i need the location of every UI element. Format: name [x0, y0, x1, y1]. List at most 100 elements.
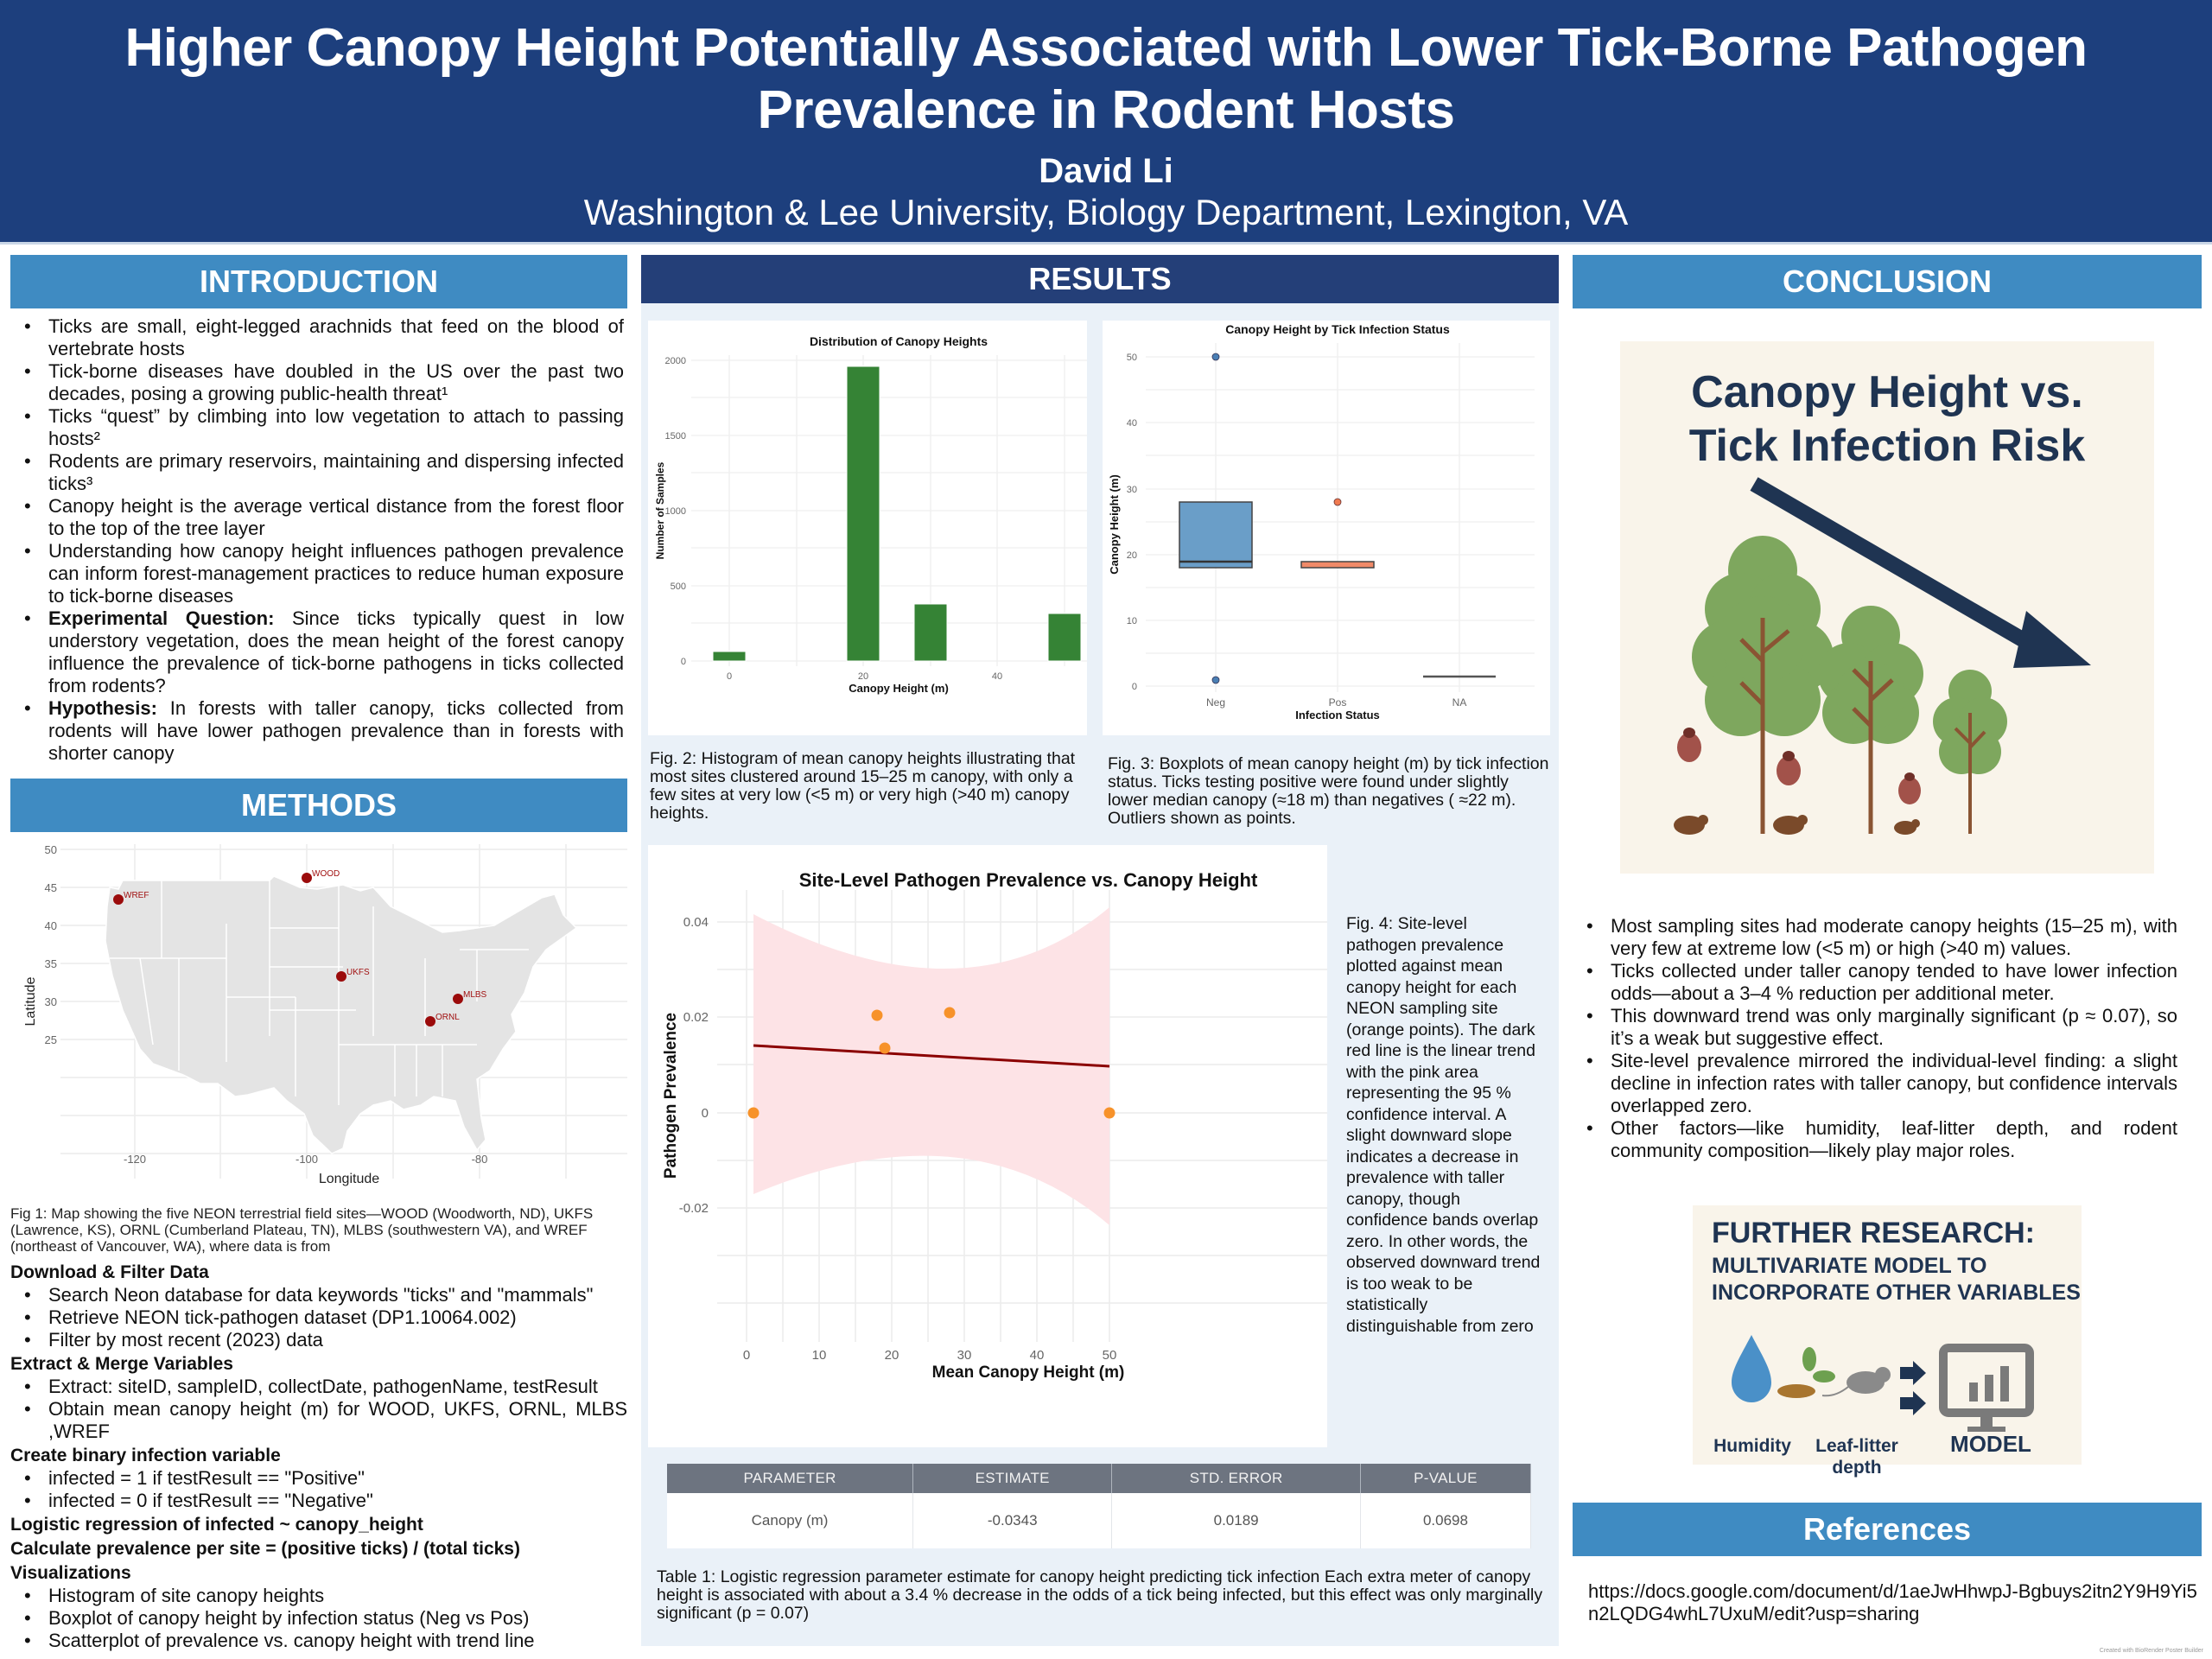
map-y-label: Latitude — [23, 976, 38, 1026]
downward-arrow-icon — [1750, 477, 2091, 668]
site-label-wood: WOOD — [312, 869, 340, 879]
site-label-mlbs: MLBS — [463, 990, 487, 1000]
svg-text:-120: -120 — [124, 1153, 146, 1166]
svg-text:-0.02: -0.02 — [679, 1201, 709, 1216]
svg-text:40: 40 — [992, 671, 1002, 682]
label-leaf-litter: Leaf-litter depth — [1815, 1436, 1898, 1478]
intro-item-hypothesis: Hypothesis: In forests with taller canop… — [10, 697, 624, 765]
svg-text:0: 0 — [681, 657, 686, 667]
svg-text:-100: -100 — [296, 1153, 318, 1166]
methods-heading: METHODS — [10, 779, 627, 832]
svg-text:500: 500 — [671, 582, 686, 592]
intro-item: Canopy height is the average vertical di… — [10, 495, 624, 540]
svg-text:40: 40 — [1127, 418, 1137, 429]
svg-text:0: 0 — [1132, 682, 1137, 692]
site-label-ornl: ORNL — [435, 1013, 460, 1022]
fig4-caption: Fig. 4: Site-level pathogen prevalence p… — [1346, 914, 1541, 1336]
svg-text:45: 45 — [45, 881, 57, 894]
map-x-label: Longitude — [319, 1172, 379, 1186]
scatter-chart: Site-Level Pathogen Prevalence vs. Canop… — [648, 845, 1327, 1447]
step-heading: Logistic regression of infected ~ canopy… — [10, 1515, 423, 1535]
mouse-icon — [1821, 1367, 1891, 1397]
introduction-heading: INTRODUCTION — [10, 255, 627, 308]
step-heading: Calculate prevalence per site = (positiv… — [10, 1539, 520, 1559]
site-map-figure: WREF WOOD UKFS MLBS ORNL 50 45 40 35 30 … — [10, 837, 627, 1200]
step-item: infected = 0 if testResult == "Negative" — [10, 1490, 627, 1512]
svg-text:Pos: Pos — [1329, 696, 1347, 709]
histogram-title: Distribution of Canopy Heights — [810, 334, 988, 348]
arrow-right-icons — [1900, 1361, 1926, 1415]
intro-item: Rodents are primary reservoirs, maintain… — [10, 450, 624, 495]
svg-text:40: 40 — [1030, 1348, 1045, 1363]
conclusion-item: This downward trend was only marginally … — [1573, 1005, 2177, 1050]
further-research-title: FURTHER RESEARCH: — [1712, 1217, 2035, 1249]
references-heading: References — [1573, 1503, 2202, 1556]
us-outline — [105, 875, 578, 1154]
fig1-caption: Fig 1: Map showing the five NEON terrest… — [10, 1205, 594, 1255]
intro-item: Understanding how canopy height influenc… — [10, 540, 624, 607]
step-item: Scatterplot of prevalence vs. canopy hei… — [10, 1630, 627, 1652]
svg-text:2000: 2000 — [665, 356, 686, 366]
svg-text:20: 20 — [1127, 550, 1137, 561]
boxplot-chart: Canopy Height by Tick Infection Status 5… — [1103, 321, 1550, 735]
rodent-icons — [1674, 815, 1920, 835]
step-item: Retrieve NEON tick-pathogen dataset (DP1… — [10, 1306, 627, 1329]
conclusion-item: Ticks collected under taller canopy tend… — [1573, 960, 2177, 1005]
svg-text:Canopy Height by Tick Infectio: Canopy Height by Tick Infection Status — [1225, 322, 1450, 336]
step-item: infected = 1 if testResult == "Positive" — [10, 1467, 627, 1490]
fig2-caption: Fig. 2: Histogram of mean canopy heights… — [650, 749, 1076, 823]
label-model: MODEL — [1950, 1431, 2031, 1457]
svg-text:25: 25 — [45, 1033, 57, 1046]
conclusion-heading: CONCLUSION — [1573, 255, 2202, 308]
reference-link[interactable]: https://docs.google.com/document/d/1aeJw… — [1588, 1580, 2197, 1624]
builder-credit: Created with BioRender Poster Builder — [2099, 1648, 2203, 1654]
svg-text:50: 50 — [45, 843, 57, 856]
site-label-ukfs: UKFS — [346, 968, 370, 977]
step-item: Obtain mean canopy height (m) for WOOD, … — [10, 1398, 627, 1443]
results-column: RESULTS Distribution of Canopy Heights — [641, 255, 1559, 1646]
svg-text:Canopy Height (m): Canopy Height (m) — [849, 682, 949, 695]
svg-text:30: 30 — [45, 995, 57, 1008]
step-item: Filter by most recent (2023) data — [10, 1329, 627, 1351]
conclusion-item: Most sampling sites had moderate canopy … — [1573, 915, 2177, 960]
svg-text:10: 10 — [812, 1348, 827, 1363]
col-header-std-error: STD. ERROR — [1111, 1464, 1361, 1493]
histogram-chart: Distribution of Canopy Heights 2000 1500 — [648, 321, 1087, 735]
author-name: David Li — [1039, 152, 1173, 190]
scatter-points — [747, 1007, 1116, 1119]
step-heading: Extract & Merge Variables — [10, 1354, 233, 1374]
svg-text:0: 0 — [727, 671, 732, 682]
svg-text:40: 40 — [45, 919, 57, 932]
svg-text:NA: NA — [1452, 696, 1467, 709]
svg-text:30: 30 — [957, 1348, 972, 1363]
col-header-estimate: ESTIMATE — [912, 1464, 1113, 1493]
conclusion-list: Most sampling sites had moderate canopy … — [1573, 915, 2202, 1162]
site-markers — [113, 873, 463, 1027]
histogram-bars — [712, 365, 1082, 662]
step-heading: Download & Filter Data — [10, 1262, 209, 1282]
step-item: Search Neon database for data keywords "… — [10, 1284, 627, 1306]
computer-model-icon — [1939, 1344, 2034, 1432]
svg-text:0: 0 — [743, 1348, 750, 1363]
leaf-litter-icon — [1777, 1347, 1835, 1398]
tick-icons — [1677, 728, 1921, 804]
svg-text:20: 20 — [858, 671, 868, 682]
step-item: Boxplot of canopy height by infection st… — [10, 1607, 627, 1630]
intro-item-question: Experimental Question: Since ticks typic… — [10, 607, 624, 697]
conclusion-item: Site-level prevalence mirrored the indiv… — [1573, 1050, 2177, 1117]
svg-text:1000: 1000 — [665, 506, 686, 517]
svg-text:Neg: Neg — [1206, 696, 1225, 709]
svg-text:0.04: 0.04 — [683, 915, 709, 930]
table-row: Canopy (m) -0.0343 0.0189 0.0698 — [667, 1493, 1532, 1548]
conclusion-item: Other factors—like humidity, leaf-litter… — [1573, 1117, 2177, 1162]
poster-title: Higher Canopy Height Potentially Associa… — [124, 18, 2088, 140]
intro-item: Ticks are small, eight-legged arachnids … — [10, 315, 624, 360]
svg-text:-80: -80 — [472, 1153, 488, 1166]
step-heading: Visualizations — [10, 1563, 131, 1583]
poster-header: Higher Canopy Height Potentially Associa… — [0, 0, 2212, 245]
conclusion-illustration: Canopy Height vs. Tick Infection Risk — [1620, 341, 2154, 874]
svg-text:20: 20 — [885, 1348, 899, 1363]
svg-text:35: 35 — [45, 957, 57, 970]
water-drop-icon — [1732, 1335, 1771, 1402]
us-map-chart: WREF WOOD UKFS MLBS ORNL 50 45 40 35 30 … — [23, 843, 627, 1186]
